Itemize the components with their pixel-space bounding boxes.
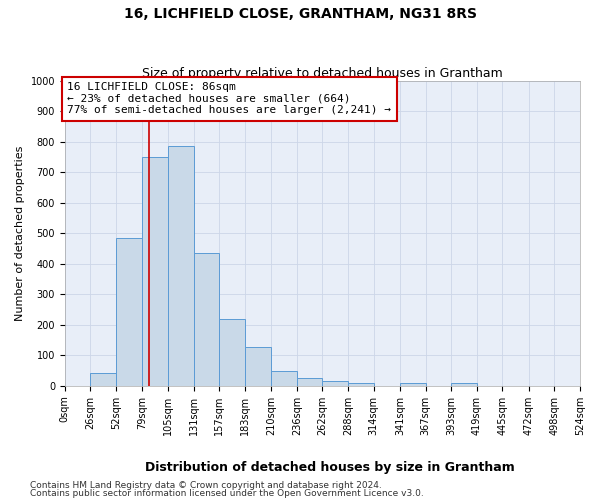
Bar xyxy=(400,384,425,386)
Bar xyxy=(91,373,116,386)
Title: Size of property relative to detached houses in Grantham: Size of property relative to detached ho… xyxy=(142,66,503,80)
Text: Distribution of detached houses by size in Grantham: Distribution of detached houses by size … xyxy=(145,461,515,474)
Bar xyxy=(194,253,219,386)
Bar xyxy=(116,238,142,386)
Y-axis label: Number of detached properties: Number of detached properties xyxy=(15,146,25,321)
Bar xyxy=(348,383,374,386)
Bar xyxy=(297,378,322,386)
Text: 16, LICHFIELD CLOSE, GRANTHAM, NG31 8RS: 16, LICHFIELD CLOSE, GRANTHAM, NG31 8RS xyxy=(124,8,476,22)
Bar xyxy=(245,347,271,386)
Text: Contains public sector information licensed under the Open Government Licence v3: Contains public sector information licen… xyxy=(30,490,424,498)
Bar xyxy=(451,384,477,386)
Bar xyxy=(168,146,194,386)
Bar xyxy=(322,382,348,386)
Text: Contains HM Land Registry data © Crown copyright and database right 2024.: Contains HM Land Registry data © Crown c… xyxy=(30,480,382,490)
Text: 16 LICHFIELD CLOSE: 86sqm
← 23% of detached houses are smaller (664)
77% of semi: 16 LICHFIELD CLOSE: 86sqm ← 23% of detac… xyxy=(67,82,391,116)
Bar xyxy=(219,320,245,386)
Bar xyxy=(142,157,168,386)
Bar xyxy=(271,370,297,386)
